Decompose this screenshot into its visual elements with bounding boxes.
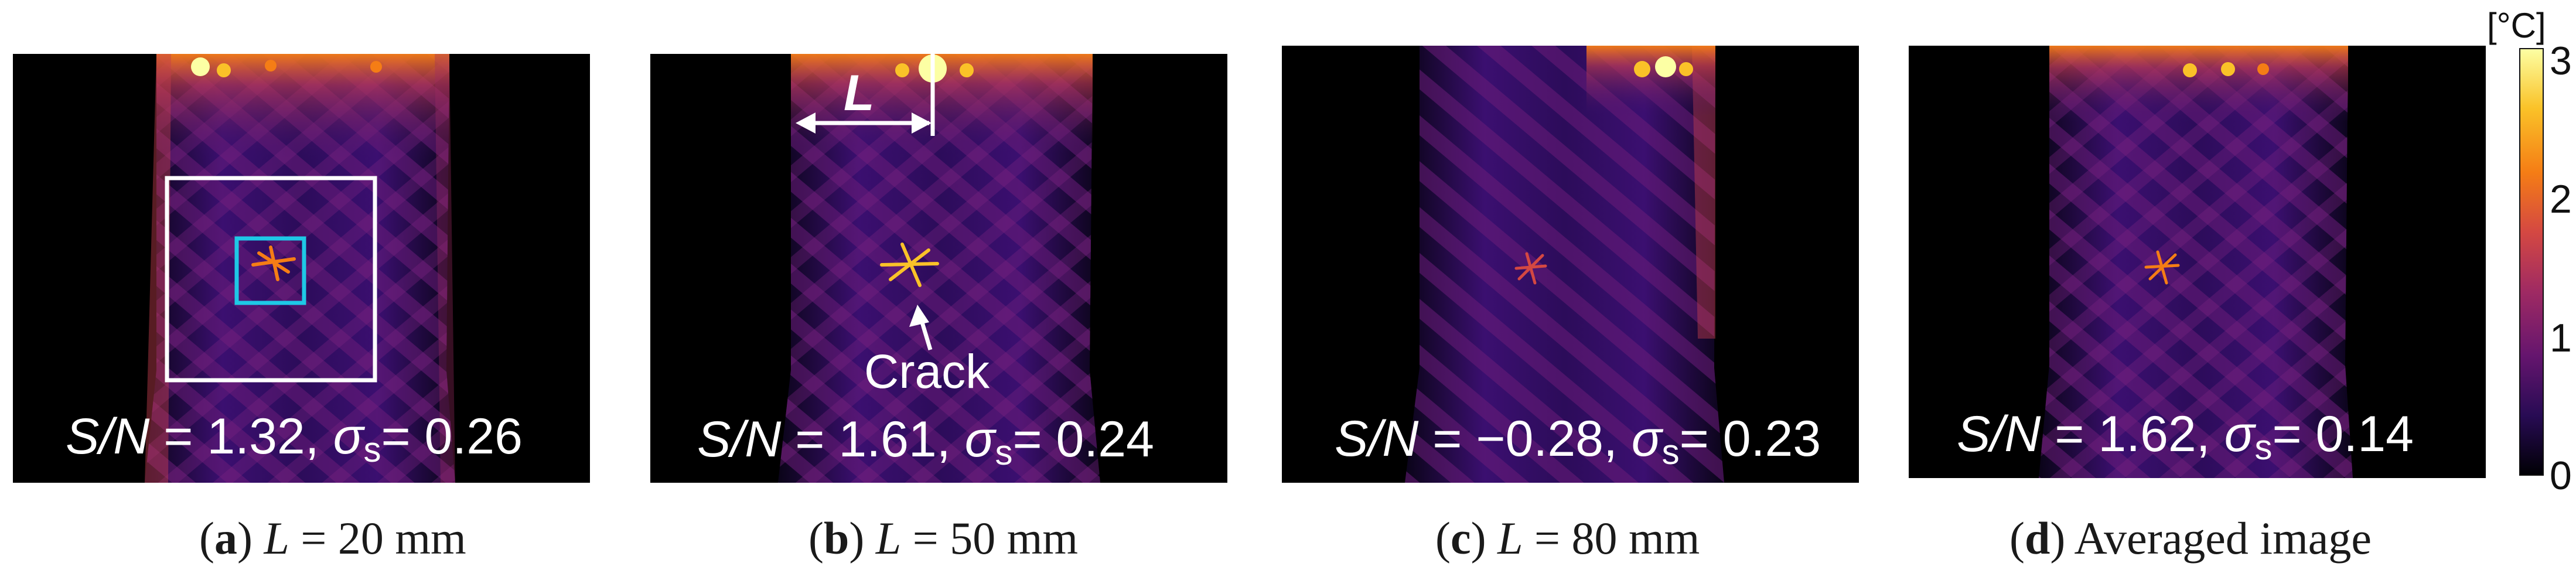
colorbar-tick-3: 3	[2550, 39, 2572, 83]
colorbar	[2519, 48, 2544, 476]
thermal-image-panel-a: S/N = 1.32, σs= 0.26	[13, 54, 590, 483]
thermal-image-panel-b: L Crack S/N = 1.61, σs= 0.24	[650, 54, 1227, 483]
caption-a: (a) L = 20 mm	[199, 513, 466, 564]
thermal-image-b	[650, 54, 1227, 483]
colorbar-tick-2: 2	[2550, 177, 2572, 221]
sn-readout-d: S/N = 1.62, σs= 0.14	[1957, 406, 2414, 467]
sn-readout-b: S/N = 1.61, σs= 0.24	[697, 411, 1154, 472]
roi-inner-box	[234, 236, 306, 305]
caption-d: (d) Averaged image	[2009, 513, 2372, 564]
crack-mark-a	[251, 245, 296, 281]
thermal-image-d	[1909, 46, 2486, 478]
sn-readout-c: S/N = −0.28, σs= 0.23	[1335, 411, 1821, 472]
caption-c: (c) L = 80 mm	[1435, 513, 1700, 564]
colorbar-unit: [°C]	[2487, 6, 2546, 45]
roi-outer-box	[165, 176, 377, 383]
crack-mark-b	[880, 243, 939, 287]
thermal-image-panel-c: S/N = −0.28, σs= 0.23	[1282, 46, 1859, 483]
thermal-image-panel-d: S/N = 1.62, σs= 0.14	[1909, 46, 2486, 478]
crack-label: Crack	[864, 345, 990, 398]
sn-readout-a: S/N = 1.32, σs= 0.26	[66, 408, 523, 469]
crack-mark-c	[1514, 252, 1547, 285]
crack-mark-d	[2144, 250, 2180, 285]
colorbar-gradient	[2519, 48, 2544, 476]
thermal-image-a	[13, 54, 590, 483]
distance-label: L	[844, 65, 875, 121]
colorbar-tick-1: 1	[2550, 316, 2572, 360]
colorbar-tick-0: 0	[2550, 453, 2572, 498]
thermal-image-c	[1282, 46, 1859, 483]
caption-b: (b) L = 50 mm	[808, 513, 1079, 564]
